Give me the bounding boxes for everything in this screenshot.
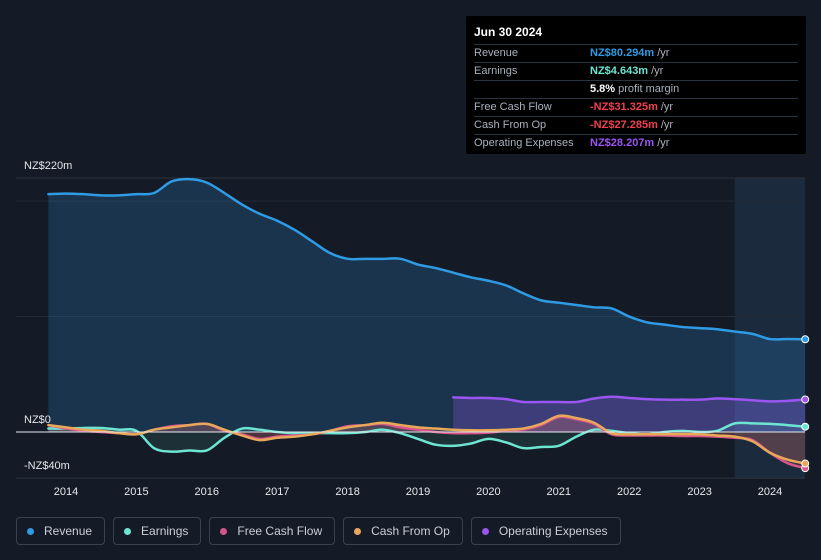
tooltip-row-unit: /yr	[660, 119, 674, 131]
tooltip-panel: Jun 30 2024 Revenue NZ$80.294m/yr Earnings…	[466, 16, 806, 154]
x-tick-label: 2020	[476, 486, 500, 498]
legend-label: Free Cash Flow	[237, 524, 323, 538]
tooltip-row-label: Earnings	[474, 65, 518, 77]
legend: Revenue Earnings Free Cash Flow Cash From O…	[16, 517, 621, 545]
highlight-band	[734, 178, 805, 479]
legend-item-free-cash-flow[interactable]: Free Cash Flow	[209, 517, 336, 545]
legend-dot-icon	[481, 527, 489, 535]
series-lines	[16, 177, 807, 470]
x-tick-label: 2019	[406, 486, 430, 498]
tooltip-row-unit: /yr	[657, 137, 670, 149]
x-tick-label: 2024	[758, 486, 782, 498]
series-end-markers	[801, 335, 810, 473]
end-marker-revenue	[801, 335, 810, 344]
area-revenue	[48, 179, 806, 432]
legend-label: Cash From Op	[371, 524, 450, 538]
tooltip-row-value: NZ$80.294m	[590, 47, 655, 59]
tooltip-row: 5.8% profit margin	[474, 81, 798, 99]
legend-item-revenue[interactable]: Revenue	[16, 517, 106, 545]
y-tick-label-zero: NZ$0	[24, 414, 51, 426]
tooltip-row-unit: /yr	[657, 47, 670, 59]
tooltip-row-unit: /yr	[660, 101, 674, 113]
line-operating-expenses	[451, 395, 807, 404]
tooltip-row: Revenue NZ$80.294m/yr	[474, 45, 798, 63]
tooltip-row-value: NZ$28.207m	[590, 137, 655, 149]
tooltip-row: Cash From Op -NZ$27.285m/yr	[474, 117, 798, 135]
area-earnings	[48, 422, 806, 452]
series-areas	[48, 179, 806, 469]
x-tick-label: 2014	[54, 486, 78, 498]
x-axis-ticks: 2014 2015 2016 2017 2018 2019 2020 2021 2022 2023…	[54, 486, 782, 498]
x-tick-label: 2021	[547, 486, 571, 498]
tooltip-row-unit: profit margin	[618, 83, 680, 95]
legend-item-cash-from-op[interactable]: Cash From Op	[343, 517, 463, 545]
tooltip-row-unit: /yr	[651, 65, 664, 77]
legend-dot-icon	[220, 527, 228, 535]
line-revenue	[47, 177, 807, 341]
y-tick-label-bottom: -NZ$40m	[24, 460, 70, 472]
tooltip-row: Free Cash Flow -NZ$31.325m/yr	[474, 99, 798, 117]
x-tick-label: 2015	[124, 486, 148, 498]
legend-dot-icon	[354, 527, 362, 535]
tooltip-row-value: -NZ$31.325m	[590, 101, 658, 113]
tooltip-row-value: 5.8%	[590, 83, 616, 95]
tooltip-row-label: Operating Expenses	[474, 137, 574, 149]
x-tick-label: 2018	[335, 486, 359, 498]
legend-item-operating-expenses[interactable]: Operating Expenses	[470, 517, 621, 545]
legend-label: Earnings	[141, 524, 189, 538]
x-tick-label: 2016	[195, 486, 219, 498]
line-earnings	[47, 421, 807, 453]
legend-label: Revenue	[44, 524, 93, 538]
legend-dot-icon	[27, 527, 34, 535]
tooltip-row-label: Cash From Op	[474, 119, 547, 131]
tooltip-date: Jun 30 2024	[474, 24, 798, 45]
x-tick-label: 2023	[687, 486, 711, 498]
tooltip-row-label: Free Cash Flow	[474, 101, 552, 113]
gridlines	[16, 177, 805, 479]
legend-label: Operating Expenses	[498, 524, 608, 538]
end-marker-earnings	[801, 422, 810, 431]
x-tick-label: 2017	[265, 486, 289, 498]
legend-item-earnings[interactable]: Earnings	[113, 517, 202, 545]
y-tick-label-top: NZ$220m	[24, 160, 73, 172]
legend-dot-icon	[124, 527, 132, 535]
tooltip-row: Earnings NZ$4.643m/yr	[474, 63, 798, 81]
tooltip-row-label: Revenue	[474, 47, 519, 59]
end-marker-operating-expenses	[801, 395, 810, 404]
chart-background	[734, 178, 805, 479]
end-marker-cash-from-op	[801, 459, 810, 468]
tooltip-row-value: NZ$4.643m	[590, 65, 649, 77]
line-cash-from-op	[47, 414, 807, 465]
tooltip-row-label	[474, 81, 590, 98]
tooltip-row: Operating Expenses NZ$28.207m/yr	[474, 135, 798, 152]
tooltip-row-value: -NZ$27.285m	[590, 119, 658, 131]
x-tick-label: 2022	[617, 486, 641, 498]
